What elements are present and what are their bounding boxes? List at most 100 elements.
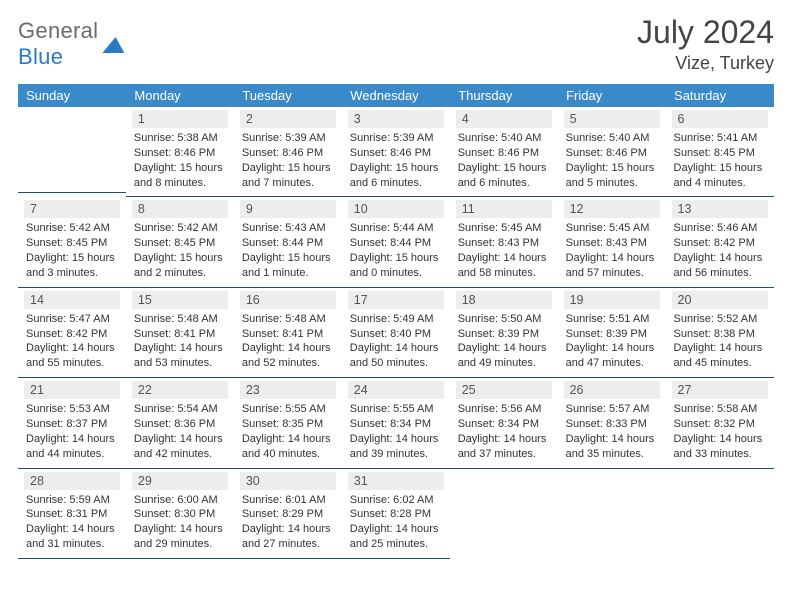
day-number: 15 bbox=[132, 291, 228, 309]
logo-text-1: General bbox=[18, 18, 98, 43]
daylight-line: Daylight: 15 hours and 7 minutes. bbox=[242, 161, 334, 191]
sunrise-line: Sunrise: 5:58 AM bbox=[674, 402, 766, 417]
day-details: Sunrise: 5:52 AMSunset: 8:38 PMDaylight:… bbox=[672, 309, 768, 371]
blank-cell bbox=[558, 469, 666, 559]
day-details: Sunrise: 5:50 AMSunset: 8:39 PMDaylight:… bbox=[456, 309, 552, 371]
daylight-line: Daylight: 14 hours and 47 minutes. bbox=[566, 341, 658, 371]
day-number: 18 bbox=[456, 291, 552, 309]
sunset-line: Sunset: 8:45 PM bbox=[26, 236, 118, 251]
sunrise-line: Sunrise: 6:00 AM bbox=[134, 493, 226, 508]
sunrise-line: Sunrise: 5:54 AM bbox=[134, 402, 226, 417]
day-details: Sunrise: 5:45 AMSunset: 8:43 PMDaylight:… bbox=[456, 218, 552, 280]
daylight-line: Daylight: 14 hours and 40 minutes. bbox=[242, 432, 334, 462]
daylight-line: Daylight: 14 hours and 31 minutes. bbox=[26, 522, 118, 552]
day-number: 23 bbox=[240, 381, 336, 399]
day-cell: 18Sunrise: 5:50 AMSunset: 8:39 PMDayligh… bbox=[450, 288, 558, 378]
day-cell: 24Sunrise: 5:55 AMSunset: 8:34 PMDayligh… bbox=[342, 378, 450, 468]
daylight-line: Daylight: 14 hours and 42 minutes. bbox=[134, 432, 226, 462]
sunset-line: Sunset: 8:32 PM bbox=[674, 417, 766, 432]
daylight-line: Daylight: 15 hours and 2 minutes. bbox=[134, 251, 226, 281]
sunrise-line: Sunrise: 5:39 AM bbox=[242, 131, 334, 146]
logo: General Blue bbox=[18, 18, 124, 70]
day-details: Sunrise: 6:00 AMSunset: 8:30 PMDaylight:… bbox=[132, 490, 228, 552]
day-number: 4 bbox=[456, 110, 552, 128]
day-number: 9 bbox=[240, 200, 336, 218]
day-details: Sunrise: 5:39 AMSunset: 8:46 PMDaylight:… bbox=[240, 128, 336, 190]
logo-text: General Blue bbox=[18, 18, 98, 70]
day-number: 27 bbox=[672, 381, 768, 399]
sunrise-line: Sunrise: 5:43 AM bbox=[242, 221, 334, 236]
calendar-body: 1Sunrise: 5:38 AMSunset: 8:46 PMDaylight… bbox=[18, 107, 774, 559]
sunset-line: Sunset: 8:45 PM bbox=[674, 146, 766, 161]
sunset-line: Sunset: 8:42 PM bbox=[26, 327, 118, 342]
blank-cell bbox=[18, 107, 126, 197]
day-details: Sunrise: 5:58 AMSunset: 8:32 PMDaylight:… bbox=[672, 399, 768, 461]
day-cell: 16Sunrise: 5:48 AMSunset: 8:41 PMDayligh… bbox=[234, 288, 342, 378]
dow-header: Thursday bbox=[450, 84, 558, 107]
day-details: Sunrise: 6:02 AMSunset: 8:28 PMDaylight:… bbox=[348, 490, 444, 552]
day-cell: 9Sunrise: 5:43 AMSunset: 8:44 PMDaylight… bbox=[234, 197, 342, 287]
calendar-week-row: 7Sunrise: 5:42 AMSunset: 8:45 PMDaylight… bbox=[18, 197, 774, 287]
day-number: 13 bbox=[672, 200, 768, 218]
sunset-line: Sunset: 8:30 PM bbox=[134, 507, 226, 522]
day-cell: 3Sunrise: 5:39 AMSunset: 8:46 PMDaylight… bbox=[342, 107, 450, 197]
daylight-line: Daylight: 14 hours and 49 minutes. bbox=[458, 341, 550, 371]
day-cell: 15Sunrise: 5:48 AMSunset: 8:41 PMDayligh… bbox=[126, 288, 234, 378]
day-number: 22 bbox=[132, 381, 228, 399]
sunset-line: Sunset: 8:46 PM bbox=[566, 146, 658, 161]
daylight-line: Daylight: 14 hours and 27 minutes. bbox=[242, 522, 334, 552]
daylight-line: Daylight: 15 hours and 0 minutes. bbox=[350, 251, 442, 281]
sunrise-line: Sunrise: 5:49 AM bbox=[350, 312, 442, 327]
dow-header: Monday bbox=[126, 84, 234, 107]
day-cell: 26Sunrise: 5:57 AMSunset: 8:33 PMDayligh… bbox=[558, 378, 666, 468]
sunrise-line: Sunrise: 5:55 AM bbox=[350, 402, 442, 417]
day-details: Sunrise: 5:40 AMSunset: 8:46 PMDaylight:… bbox=[564, 128, 660, 190]
sunrise-line: Sunrise: 5:51 AM bbox=[566, 312, 658, 327]
daylight-line: Daylight: 14 hours and 52 minutes. bbox=[242, 341, 334, 371]
calendar-week-row: 14Sunrise: 5:47 AMSunset: 8:42 PMDayligh… bbox=[18, 288, 774, 378]
day-number: 19 bbox=[564, 291, 660, 309]
sunset-line: Sunset: 8:33 PM bbox=[566, 417, 658, 432]
day-details: Sunrise: 5:57 AMSunset: 8:33 PMDaylight:… bbox=[564, 399, 660, 461]
sunset-line: Sunset: 8:39 PM bbox=[458, 327, 550, 342]
daylight-line: Daylight: 14 hours and 25 minutes. bbox=[350, 522, 442, 552]
sunset-line: Sunset: 8:28 PM bbox=[350, 507, 442, 522]
daylight-line: Daylight: 15 hours and 3 minutes. bbox=[26, 251, 118, 281]
day-details: Sunrise: 5:44 AMSunset: 8:44 PMDaylight:… bbox=[348, 218, 444, 280]
day-details: Sunrise: 5:42 AMSunset: 8:45 PMDaylight:… bbox=[24, 218, 120, 280]
day-number: 28 bbox=[24, 472, 120, 490]
location: Vize, Turkey bbox=[637, 53, 774, 74]
sunset-line: Sunset: 8:36 PM bbox=[134, 417, 226, 432]
sunset-line: Sunset: 8:46 PM bbox=[134, 146, 226, 161]
sunrise-line: Sunrise: 5:38 AM bbox=[134, 131, 226, 146]
sunrise-line: Sunrise: 5:45 AM bbox=[458, 221, 550, 236]
day-details: Sunrise: 5:49 AMSunset: 8:40 PMDaylight:… bbox=[348, 309, 444, 371]
day-number: 29 bbox=[132, 472, 228, 490]
calendar-week-row: 21Sunrise: 5:53 AMSunset: 8:37 PMDayligh… bbox=[18, 378, 774, 468]
sunset-line: Sunset: 8:45 PM bbox=[134, 236, 226, 251]
dow-header: Saturday bbox=[666, 84, 774, 107]
day-number: 5 bbox=[564, 110, 660, 128]
sunrise-line: Sunrise: 5:55 AM bbox=[242, 402, 334, 417]
daylight-line: Daylight: 14 hours and 55 minutes. bbox=[26, 341, 118, 371]
blank-cell bbox=[666, 469, 774, 559]
day-details: Sunrise: 5:43 AMSunset: 8:44 PMDaylight:… bbox=[240, 218, 336, 280]
day-details: Sunrise: 5:55 AMSunset: 8:35 PMDaylight:… bbox=[240, 399, 336, 461]
day-details: Sunrise: 5:59 AMSunset: 8:31 PMDaylight:… bbox=[24, 490, 120, 552]
day-details: Sunrise: 5:41 AMSunset: 8:45 PMDaylight:… bbox=[672, 128, 768, 190]
sunrise-line: Sunrise: 5:44 AM bbox=[350, 221, 442, 236]
sunrise-line: Sunrise: 5:41 AM bbox=[674, 131, 766, 146]
header: General Blue July 2024 Vize, Turkey bbox=[18, 14, 774, 74]
sunrise-line: Sunrise: 5:57 AM bbox=[566, 402, 658, 417]
day-cell: 17Sunrise: 5:49 AMSunset: 8:40 PMDayligh… bbox=[342, 288, 450, 378]
daylight-line: Daylight: 15 hours and 6 minutes. bbox=[458, 161, 550, 191]
day-number: 11 bbox=[456, 200, 552, 218]
daylight-line: Daylight: 14 hours and 35 minutes. bbox=[566, 432, 658, 462]
day-number: 14 bbox=[24, 291, 120, 309]
day-details: Sunrise: 5:38 AMSunset: 8:46 PMDaylight:… bbox=[132, 128, 228, 190]
sunset-line: Sunset: 8:31 PM bbox=[26, 507, 118, 522]
day-cell: 11Sunrise: 5:45 AMSunset: 8:43 PMDayligh… bbox=[450, 197, 558, 287]
sunset-line: Sunset: 8:40 PM bbox=[350, 327, 442, 342]
day-cell: 7Sunrise: 5:42 AMSunset: 8:45 PMDaylight… bbox=[18, 197, 126, 287]
day-cell: 22 Sunrise: 5:54 AMSunset: 8:36 PMDayligh… bbox=[126, 378, 234, 468]
